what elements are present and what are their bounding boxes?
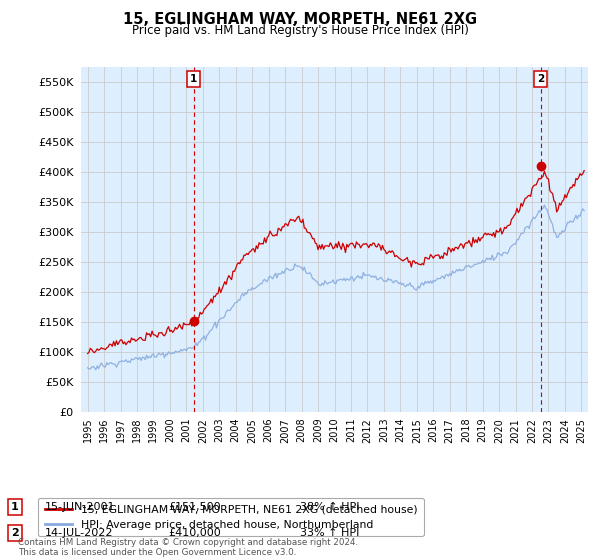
Text: £410,000: £410,000: [168, 528, 221, 538]
Text: 1: 1: [11, 502, 19, 512]
Legend: 15, EGLINGHAM WAY, MORPETH, NE61 2XG (detached house), HPI: Average price, detac: 15, EGLINGHAM WAY, MORPETH, NE61 2XG (de…: [38, 498, 424, 536]
Text: 38% ↑ HPI: 38% ↑ HPI: [300, 502, 359, 512]
Text: £151,500: £151,500: [168, 502, 221, 512]
Text: 15, EGLINGHAM WAY, MORPETH, NE61 2XG: 15, EGLINGHAM WAY, MORPETH, NE61 2XG: [123, 12, 477, 27]
Text: 1: 1: [190, 74, 197, 84]
Text: 14-JUL-2022: 14-JUL-2022: [45, 528, 113, 538]
Text: 2: 2: [537, 74, 544, 84]
Text: Price paid vs. HM Land Registry's House Price Index (HPI): Price paid vs. HM Land Registry's House …: [131, 24, 469, 36]
Text: 2: 2: [11, 528, 19, 538]
Text: Contains HM Land Registry data © Crown copyright and database right 2024.
This d: Contains HM Land Registry data © Crown c…: [18, 538, 358, 557]
Text: 33% ↑ HPI: 33% ↑ HPI: [300, 528, 359, 538]
Text: 15-JUN-2001: 15-JUN-2001: [45, 502, 115, 512]
